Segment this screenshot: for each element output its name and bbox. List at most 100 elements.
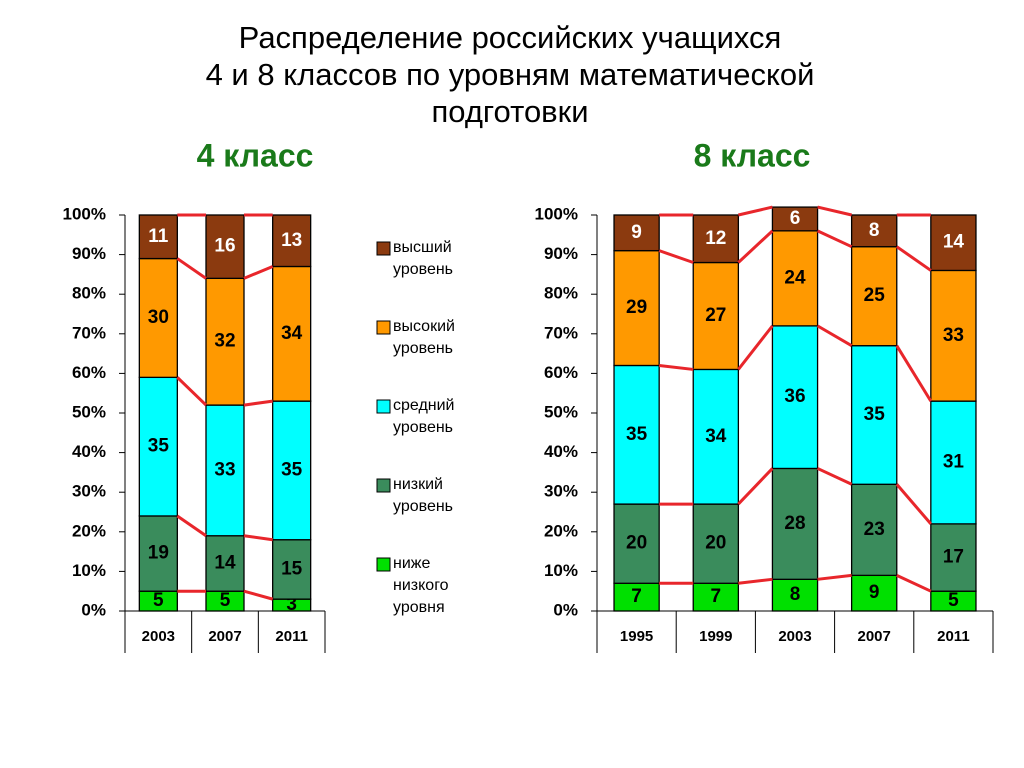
value-label: 15 xyxy=(281,558,303,579)
value-label: 25 xyxy=(864,285,886,306)
bar-segment xyxy=(771,206,819,232)
x-tick-label: 2011 xyxy=(937,628,970,645)
value-label: 5 xyxy=(948,590,959,611)
connector xyxy=(658,249,694,264)
value-label: 23 xyxy=(864,519,885,540)
connector xyxy=(817,573,852,581)
bar-segment xyxy=(850,246,898,347)
connector xyxy=(895,483,932,525)
y-tick-label: 0% xyxy=(553,600,578,619)
bar-segment xyxy=(692,368,740,505)
value-label: 17 xyxy=(943,547,964,568)
bar-segment xyxy=(138,257,178,379)
value-label: 28 xyxy=(784,513,805,534)
y-tick-label: 0% xyxy=(81,600,106,619)
bar-segment xyxy=(272,265,312,402)
y-tick-label: 70% xyxy=(72,323,106,342)
legend-label: средний уровень xyxy=(393,397,455,436)
value-label: 7 xyxy=(711,586,722,607)
bar-segment xyxy=(272,539,312,600)
bar-segment xyxy=(930,269,977,402)
y-tick-label: 100% xyxy=(535,204,578,223)
bar-segment xyxy=(613,364,660,505)
connector xyxy=(176,376,208,407)
value-label: 35 xyxy=(281,459,303,480)
bar-segment xyxy=(930,214,977,272)
legend-swatch xyxy=(376,241,391,256)
bar-segment xyxy=(138,214,178,260)
value-label: 5 xyxy=(220,590,231,611)
y-tick-label: 60% xyxy=(544,363,578,382)
legend-label: ниже низкого уровня xyxy=(393,555,449,616)
value-label: 27 xyxy=(705,305,726,326)
y-tick-label: 30% xyxy=(72,482,106,501)
connector xyxy=(816,467,853,486)
connector xyxy=(737,467,774,506)
x-tick-label: 2011 xyxy=(275,628,308,645)
y-tick-label: 30% xyxy=(544,482,578,501)
y-tick-label: 40% xyxy=(544,442,578,461)
value-label: 14 xyxy=(214,552,236,573)
bar-segment xyxy=(205,277,245,406)
x-tick-label: 2007 xyxy=(858,628,891,645)
bar-segment xyxy=(205,535,245,592)
connector xyxy=(243,399,273,407)
y-tick-label: 100% xyxy=(63,204,106,223)
bar-segment xyxy=(850,574,898,612)
y-tick-label: 10% xyxy=(72,561,106,580)
value-label: 31 xyxy=(943,452,965,473)
value-label: 30 xyxy=(148,307,169,328)
bar-segment xyxy=(205,404,245,537)
value-label: 8 xyxy=(790,584,801,605)
page-title: Распределение российских учащихся xyxy=(239,20,782,55)
bar-segment xyxy=(138,376,178,517)
bar-segment xyxy=(930,523,977,592)
bar-segment xyxy=(205,214,245,280)
legend-swatch xyxy=(376,399,391,414)
bar-segment xyxy=(692,582,740,612)
connector xyxy=(176,257,207,280)
y-tick-label: 70% xyxy=(544,323,578,342)
value-label: 16 xyxy=(214,236,235,257)
y-tick-label: 90% xyxy=(72,244,106,263)
value-label: 36 xyxy=(784,386,805,407)
y-tick-label: 40% xyxy=(72,442,106,461)
bar-segment xyxy=(272,400,312,541)
value-label: 35 xyxy=(626,424,648,445)
bar-segment xyxy=(692,503,740,584)
connector xyxy=(816,324,853,347)
chart-subtitle: 4 класс xyxy=(197,137,314,173)
y-tick-label: 50% xyxy=(72,402,106,421)
value-label: 8 xyxy=(869,220,880,241)
value-label: 13 xyxy=(281,230,302,251)
y-tick-label: 80% xyxy=(544,284,578,303)
bar-segment xyxy=(613,503,660,584)
bar-segment xyxy=(771,467,819,580)
connector xyxy=(243,534,273,542)
connector xyxy=(895,245,932,272)
bar-segment xyxy=(613,214,660,252)
connector xyxy=(895,344,933,402)
connector xyxy=(738,205,773,217)
bar-segment xyxy=(850,345,898,485)
y-tick-label: 50% xyxy=(544,402,578,421)
x-tick-label: 1995 xyxy=(620,628,653,645)
legend-label: высокий уровень xyxy=(393,318,455,357)
bar-segment xyxy=(613,249,660,367)
x-tick-label: 1999 xyxy=(699,628,732,645)
legend-label: низкий уровень xyxy=(393,476,454,515)
value-label: 5 xyxy=(153,590,164,611)
value-label: 9 xyxy=(869,582,880,603)
bar-segment xyxy=(272,214,312,268)
connector xyxy=(737,229,774,264)
bar-segment xyxy=(138,515,178,592)
legend-swatch xyxy=(376,478,391,493)
y-tick-label: 10% xyxy=(544,561,578,580)
connector xyxy=(658,363,694,371)
value-label: 7 xyxy=(631,586,642,607)
value-label: 11 xyxy=(148,226,169,247)
connector xyxy=(816,229,853,249)
value-label: 24 xyxy=(784,267,806,288)
